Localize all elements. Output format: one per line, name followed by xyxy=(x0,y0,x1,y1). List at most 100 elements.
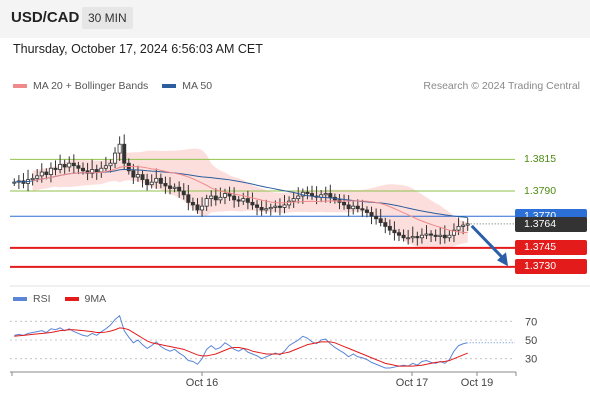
candle-body xyxy=(135,174,140,178)
candle-body xyxy=(438,234,443,237)
price-legend: MA 20 + Bollinger Bands MA 50 xyxy=(13,80,226,92)
candle-body xyxy=(250,201,255,206)
level-label-1.3790: 1.3790 xyxy=(524,184,557,197)
candle-body xyxy=(364,209,369,213)
candle-body xyxy=(154,177,159,183)
candle-body xyxy=(291,198,296,202)
candle-body xyxy=(90,169,95,174)
candle-body xyxy=(99,167,104,173)
rsi-9ma-line xyxy=(14,327,468,367)
timeframe-badge[interactable]: 30 MIN xyxy=(82,7,133,29)
candle-body xyxy=(287,200,292,206)
candle-body xyxy=(30,177,35,181)
candle-body xyxy=(451,229,456,236)
candle-body xyxy=(374,215,379,220)
last-price-label: 1.3764 xyxy=(515,217,587,233)
candle-body xyxy=(177,186,182,192)
ma20-line xyxy=(32,165,468,234)
candle-body xyxy=(126,162,131,172)
candle-body xyxy=(222,193,227,198)
candle-body xyxy=(195,204,200,211)
candle-body xyxy=(158,177,163,184)
candle-body xyxy=(149,181,154,186)
legend-ma20: MA 20 + Bollinger Bands xyxy=(13,80,148,92)
legend-9ma: 9MA xyxy=(64,293,107,305)
rsi-legend: RSI 9MA xyxy=(13,293,120,305)
candle-body xyxy=(355,205,360,210)
legend-ma50-label: MA 50 xyxy=(182,80,213,92)
candle-body xyxy=(227,193,232,197)
candle-body xyxy=(190,201,195,206)
candle-body xyxy=(264,208,269,211)
candle-body xyxy=(273,205,278,208)
candle-body xyxy=(268,207,273,210)
candle-body xyxy=(213,195,218,201)
level-label-1.3815: 1.3815 xyxy=(524,152,557,165)
candle-body xyxy=(85,170,90,174)
x-tick-label: Oct 19 xyxy=(461,377,493,389)
candle-body xyxy=(172,186,177,189)
candle-body xyxy=(346,204,351,210)
symbol-title: USD/CAD xyxy=(11,9,80,26)
projection-arrow-head xyxy=(497,252,508,267)
level-label-1.3730: 1.3730 xyxy=(515,259,587,275)
candle-body xyxy=(442,234,447,239)
candle-body xyxy=(456,225,461,231)
candle-body xyxy=(360,208,365,211)
candle-body xyxy=(236,199,241,202)
candle-body xyxy=(447,234,452,239)
candle-body xyxy=(67,162,72,168)
candle-body xyxy=(163,183,168,187)
candle-body xyxy=(255,204,260,208)
candle-body xyxy=(323,193,328,196)
legend-rsi: RSI xyxy=(13,293,51,305)
candle-body xyxy=(131,170,136,178)
candle-body xyxy=(62,164,67,168)
legend-ma20-label: MA 20 + Bollinger Bands xyxy=(33,80,149,92)
bollinger-band xyxy=(32,148,468,250)
candle-body xyxy=(241,198,246,202)
candle-body xyxy=(419,234,424,239)
candle-body xyxy=(35,175,40,179)
candle-body xyxy=(103,165,108,169)
legend-rsi-label: RSI xyxy=(33,293,51,305)
candle-body xyxy=(342,201,347,206)
candle-body xyxy=(433,234,438,237)
candle-body xyxy=(53,167,58,170)
candle-body xyxy=(117,143,122,154)
candle-body xyxy=(378,218,383,223)
legend-9ma-label: 9MA xyxy=(84,293,107,305)
candle-body xyxy=(282,204,287,208)
candle-body xyxy=(369,212,374,217)
candle-body xyxy=(232,195,237,201)
chart-datetime: Thursday, October 17, 2024 6:56:03 AM CE… xyxy=(13,42,263,56)
candle-body xyxy=(122,143,127,164)
level-label-1.3745: 1.3745 xyxy=(515,240,587,256)
candle-body xyxy=(415,236,420,239)
candle-body xyxy=(429,233,434,236)
candle-body xyxy=(140,174,145,181)
candle-body xyxy=(76,165,81,169)
candle-body xyxy=(424,233,429,236)
candle-body xyxy=(328,193,333,198)
ma9-swatch-icon xyxy=(64,297,79,301)
rsi-tick-label: 70 xyxy=(525,316,537,328)
candle-body xyxy=(401,234,406,239)
candle-body xyxy=(204,198,209,207)
candle-body xyxy=(465,223,470,226)
candle-body xyxy=(48,167,53,175)
candle-body xyxy=(218,196,223,201)
candle-body xyxy=(461,224,466,227)
candle-body xyxy=(245,198,250,203)
candle-body xyxy=(397,232,402,236)
candle-body xyxy=(71,162,76,167)
credit-text: Research © 2024 Trading Central xyxy=(423,80,580,92)
x-tick-label: Oct 17 xyxy=(396,377,428,389)
candle-body xyxy=(186,194,191,203)
candle-body xyxy=(58,164,63,170)
candle-body xyxy=(410,236,415,239)
ma50-swatch-icon xyxy=(162,84,177,88)
candle-body xyxy=(181,190,186,196)
rsi-swatch-icon xyxy=(13,297,27,301)
